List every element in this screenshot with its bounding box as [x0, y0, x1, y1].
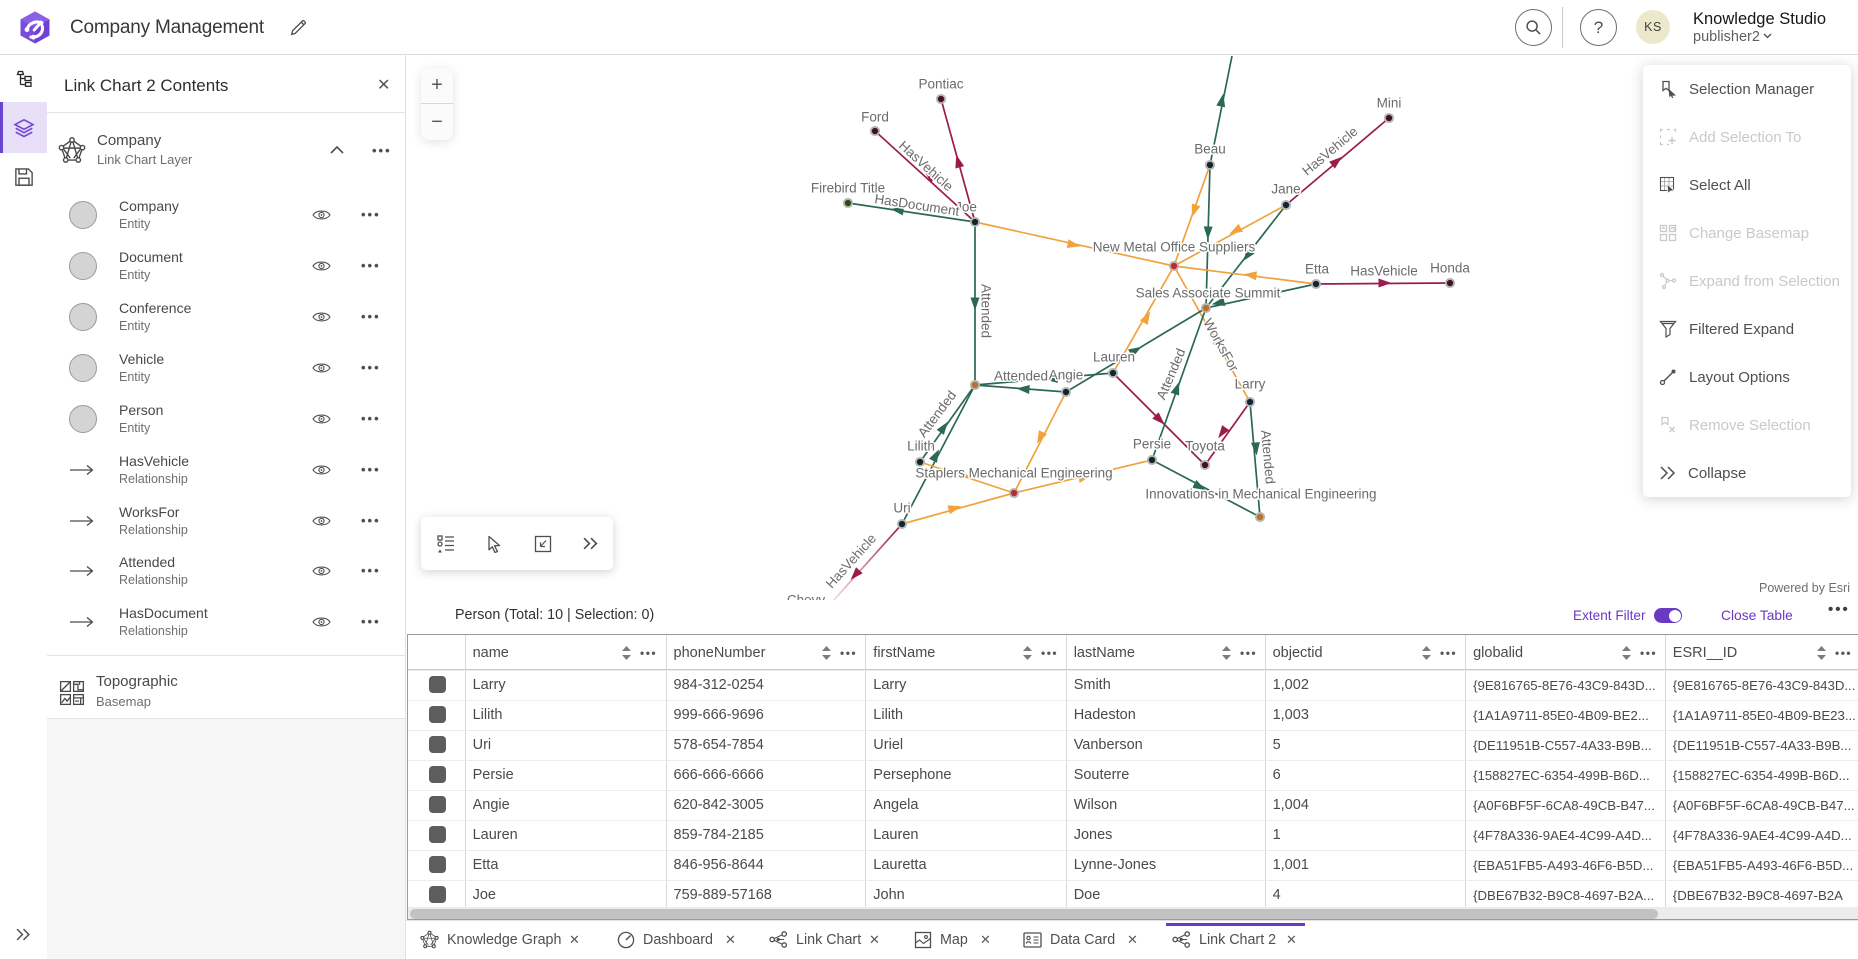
svg-text:WorksFor: WorksFor	[1200, 316, 1242, 375]
svg-text:HasVehicle: HasVehicle	[1350, 264, 1418, 279]
svg-text:Larry: Larry	[1235, 377, 1266, 392]
svg-text:Lilith: Lilith	[907, 439, 935, 454]
svg-text:Persie: Persie	[1133, 437, 1171, 452]
svg-text:Toyota: Toyota	[1185, 439, 1225, 454]
svg-text:Joe: Joe	[955, 200, 977, 215]
svg-text:HasDocument: HasDocument	[874, 191, 961, 219]
svg-text:Jane: Jane	[1271, 182, 1300, 197]
svg-text:Lauren: Lauren	[1093, 350, 1135, 365]
svg-text:Firebird Title: Firebird Title	[811, 181, 885, 196]
svg-text:HasVehicle: HasVehicle	[1299, 124, 1360, 179]
svg-text:Honda: Honda	[1430, 261, 1470, 276]
svg-text:Ford: Ford	[861, 110, 889, 125]
svg-text:Pontiac: Pontiac	[918, 77, 963, 92]
svg-text:Staplers Mechanical Engineerin: Staplers Mechanical Engineering	[915, 466, 1112, 481]
svg-text:Innovations in Mechanical Engi: Innovations in Mechanical Engineering	[1145, 487, 1376, 502]
svg-text:Beau: Beau	[1194, 142, 1226, 157]
svg-text:Attended: Attended	[994, 369, 1048, 384]
svg-text:Uri: Uri	[893, 501, 910, 516]
svg-text:Angie: Angie	[1049, 368, 1084, 383]
svg-text:Etta: Etta	[1305, 262, 1330, 277]
svg-text:New Metal Office Suppliers: New Metal Office Suppliers	[1093, 240, 1256, 255]
svg-text:Attended: Attended	[979, 284, 994, 338]
svg-text:Attended: Attended	[1258, 429, 1278, 484]
svg-text:Sales Associate Summit: Sales Associate Summit	[1136, 286, 1281, 301]
svg-text:Chevy: Chevy	[787, 593, 826, 601]
svg-text:HasVehicle: HasVehicle	[896, 138, 956, 194]
svg-text:Mini: Mini	[1377, 96, 1402, 111]
svg-text:Attended: Attended	[915, 388, 960, 440]
